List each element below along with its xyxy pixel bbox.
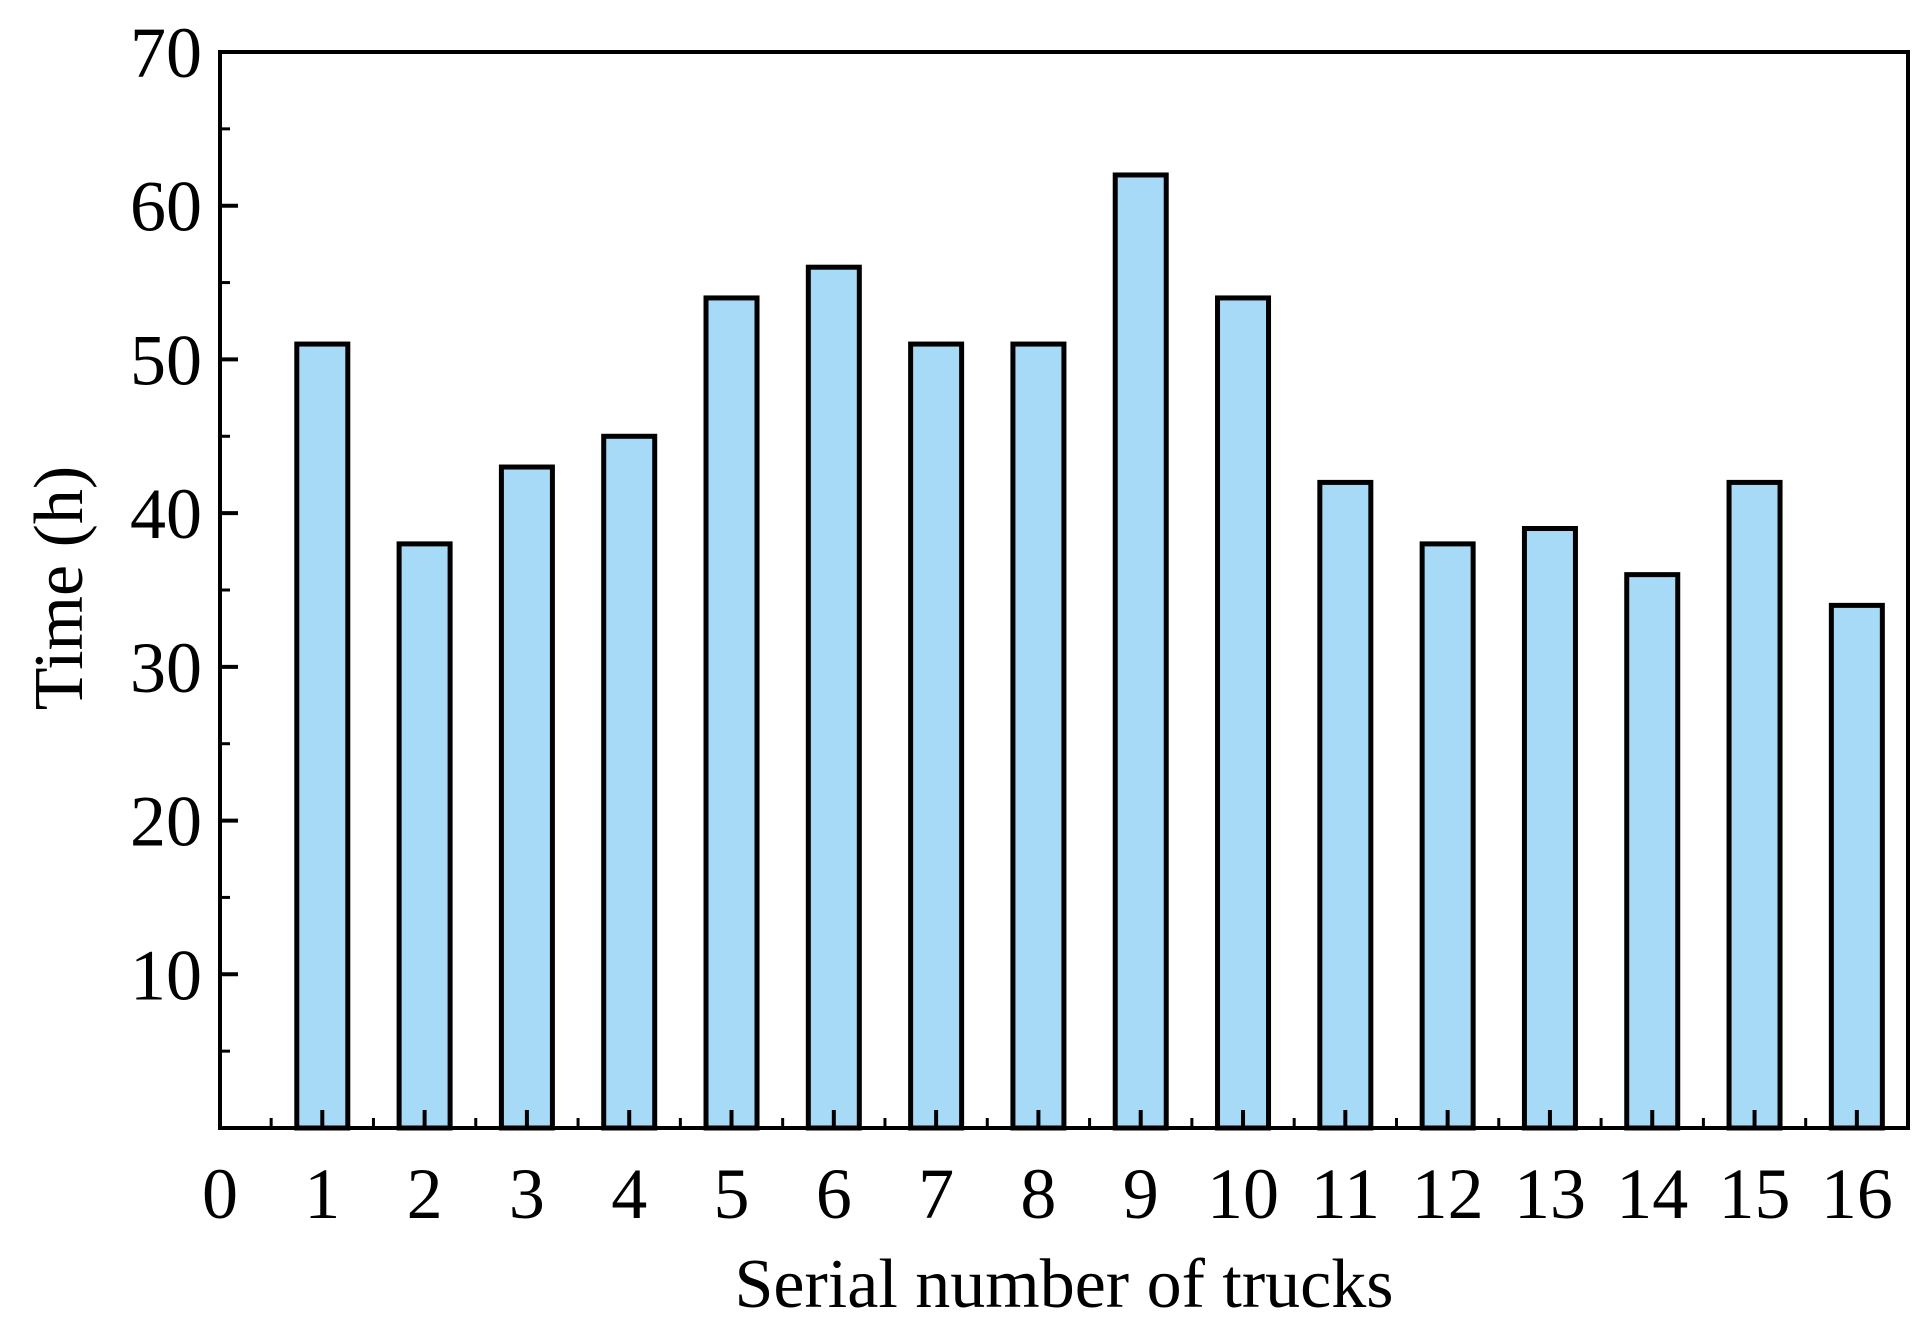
x-tick-label-13: 13 [1514,1154,1586,1234]
bar-truck-3 [498,464,555,1131]
bar-truck-16 [1828,602,1885,1131]
y-axis-title: Time (h) [21,466,98,710]
bar-truck-6 [805,264,862,1131]
bar-truck-2 [396,541,453,1131]
bar-truck-5 [703,295,760,1131]
bar-truck-12 [1419,541,1476,1131]
x-tick-label-11: 11 [1311,1154,1380,1234]
x-tick-label-4: 4 [611,1154,647,1234]
bar-truck-14 [1624,572,1681,1131]
x-tick-label-10: 10 [1207,1154,1279,1234]
y-tick-label-40: 40 [130,474,202,554]
x-tick-label-1: 1 [304,1154,340,1234]
bar-truck-10 [1215,295,1272,1131]
x-tick-label-15: 15 [1719,1154,1791,1234]
x-tick-label-14: 14 [1616,1154,1688,1234]
bar-truck-1 [294,341,351,1131]
bar-truck-15 [1726,479,1783,1131]
x-tick-label-2: 2 [407,1154,443,1234]
bar-truck-8 [1010,341,1067,1131]
x-tick-label-7: 7 [918,1154,954,1234]
bar-truck-9 [1112,172,1169,1131]
x-tick-label-16: 16 [1821,1154,1893,1234]
bar-truck-7 [908,341,965,1131]
x-axis-title: Serial number of trucks [735,1246,1394,1323]
bars-layer [294,172,1885,1131]
x-tick-label-12: 12 [1412,1154,1484,1234]
x-tick-label-6: 6 [816,1154,852,1234]
y-tick-label-20: 20 [130,782,202,862]
y-tick-label-50: 50 [130,320,202,400]
x-tick-label-0: 0 [202,1154,238,1234]
bar-truck-4 [601,433,658,1131]
x-tick-label-9: 9 [1123,1154,1159,1234]
ticks-layer [218,50,1859,1128]
y-tick-label-10: 10 [130,935,202,1015]
y-tick-label-30: 30 [130,628,202,708]
y-tick-label-60: 60 [130,167,202,247]
bar-truck-11 [1317,479,1374,1131]
x-tick-label-3: 3 [509,1154,545,1234]
x-tick-label-5: 5 [714,1154,750,1234]
bar-truck-13 [1521,526,1578,1131]
y-tick-label-70: 70 [130,13,202,93]
x-tick-label-8: 8 [1020,1154,1056,1234]
